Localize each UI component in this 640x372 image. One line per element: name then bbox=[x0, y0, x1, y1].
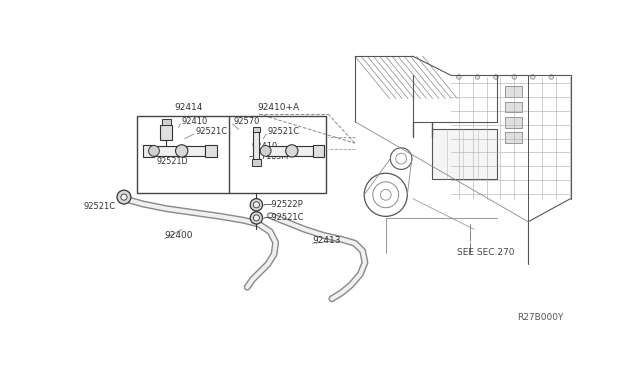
Text: —92521C: —92521C bbox=[264, 214, 305, 222]
Bar bbox=[505, 117, 522, 128]
Text: R27B000Y: R27B000Y bbox=[516, 314, 563, 323]
Bar bbox=[154, 146, 179, 155]
Bar bbox=[143, 145, 154, 157]
Circle shape bbox=[121, 194, 127, 200]
Circle shape bbox=[549, 75, 554, 79]
Bar bbox=[162, 119, 171, 125]
Bar bbox=[252, 158, 261, 166]
Text: 92410: 92410 bbox=[182, 117, 208, 126]
Circle shape bbox=[253, 215, 259, 221]
Bar bbox=[505, 102, 522, 112]
Text: 92410: 92410 bbox=[251, 142, 277, 151]
Circle shape bbox=[475, 75, 480, 79]
Bar bbox=[505, 86, 522, 97]
Text: —27185M: —27185M bbox=[249, 152, 289, 161]
Circle shape bbox=[260, 145, 271, 156]
Bar bbox=[253, 127, 260, 132]
Circle shape bbox=[512, 75, 516, 79]
Text: 92414: 92414 bbox=[174, 103, 202, 112]
Circle shape bbox=[175, 145, 188, 157]
Bar bbox=[292, 146, 314, 155]
Bar bbox=[253, 132, 259, 158]
Text: SEE SEC.270: SEE SEC.270 bbox=[458, 248, 515, 257]
Circle shape bbox=[253, 202, 259, 208]
Text: 92521C: 92521C bbox=[84, 202, 116, 211]
Bar bbox=[160, 125, 172, 140]
Text: —92522P: —92522P bbox=[264, 200, 304, 209]
Text: 92570: 92570 bbox=[234, 117, 260, 126]
Text: 92410+A: 92410+A bbox=[257, 103, 300, 112]
Circle shape bbox=[250, 199, 262, 211]
Bar bbox=[505, 132, 522, 143]
Text: 92521C: 92521C bbox=[268, 127, 300, 136]
Circle shape bbox=[148, 145, 159, 156]
Circle shape bbox=[250, 212, 262, 224]
Bar bbox=[137, 116, 326, 193]
Circle shape bbox=[456, 75, 461, 79]
Bar bbox=[182, 146, 205, 155]
Text: —92415: —92415 bbox=[157, 148, 191, 157]
Text: 92521C: 92521C bbox=[196, 127, 228, 136]
Circle shape bbox=[285, 145, 298, 157]
Bar bbox=[205, 145, 217, 157]
Text: 92521D: 92521D bbox=[156, 157, 188, 166]
Text: 92400: 92400 bbox=[164, 231, 193, 240]
Circle shape bbox=[493, 75, 498, 79]
Bar bbox=[432, 129, 497, 179]
Text: 92413: 92413 bbox=[312, 237, 341, 246]
Circle shape bbox=[117, 190, 131, 204]
Bar bbox=[266, 146, 291, 155]
Circle shape bbox=[531, 75, 535, 79]
Bar bbox=[314, 145, 324, 157]
